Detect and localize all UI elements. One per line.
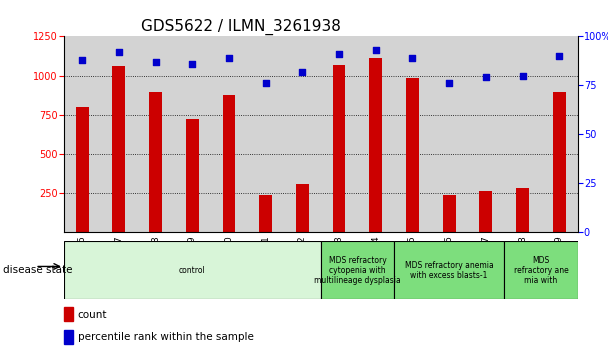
Bar	[284, 36, 321, 232]
Bar	[76, 107, 89, 232]
Bar	[259, 195, 272, 232]
Bar	[431, 36, 468, 232]
Bar	[541, 36, 578, 232]
Bar	[369, 58, 382, 232]
Bar	[137, 36, 174, 232]
Bar	[468, 36, 504, 232]
Text: MDS refractory anemia
with excess blasts-1: MDS refractory anemia with excess blasts…	[405, 261, 494, 280]
Bar	[223, 95, 235, 232]
Point	[114, 49, 124, 55]
Bar	[247, 36, 284, 232]
Point	[517, 73, 527, 78]
Bar	[504, 36, 541, 232]
Point	[444, 81, 454, 86]
Bar	[100, 36, 137, 232]
Bar	[186, 119, 199, 232]
Bar	[64, 307, 73, 321]
Bar	[358, 36, 394, 232]
Point	[261, 81, 271, 86]
Bar	[321, 36, 358, 232]
Bar	[64, 36, 100, 232]
Bar	[210, 36, 247, 232]
Point	[334, 51, 344, 57]
Text: GDS5622 / ILMN_3261938: GDS5622 / ILMN_3261938	[141, 19, 340, 35]
Text: disease state: disease state	[3, 265, 72, 276]
Point	[371, 47, 381, 53]
Point	[407, 55, 417, 61]
Point	[187, 61, 197, 67]
Bar	[64, 241, 321, 299]
Point	[151, 59, 161, 65]
Bar	[553, 92, 565, 232]
Bar	[406, 78, 419, 232]
Point	[297, 69, 307, 74]
Text: MDS refractory
cytopenia with
multilineage dysplasia: MDS refractory cytopenia with multilinea…	[314, 256, 401, 285]
Bar	[333, 65, 345, 232]
Bar	[174, 36, 210, 232]
Bar	[443, 195, 455, 232]
Text: percentile rank within the sample: percentile rank within the sample	[78, 332, 254, 342]
Point	[554, 53, 564, 59]
Text: count: count	[78, 310, 107, 319]
Point	[224, 55, 234, 61]
Bar	[64, 330, 73, 344]
Bar	[112, 66, 125, 232]
Text: control: control	[179, 266, 206, 275]
Bar	[394, 36, 431, 232]
Bar	[296, 184, 309, 232]
Bar	[504, 241, 578, 299]
Bar	[321, 241, 394, 299]
Bar	[394, 241, 504, 299]
Bar	[516, 188, 529, 232]
Bar	[149, 92, 162, 232]
Point	[481, 74, 491, 80]
Point	[77, 57, 87, 63]
Text: MDS
refractory ane
mia with: MDS refractory ane mia with	[514, 256, 568, 285]
Bar	[480, 191, 492, 232]
